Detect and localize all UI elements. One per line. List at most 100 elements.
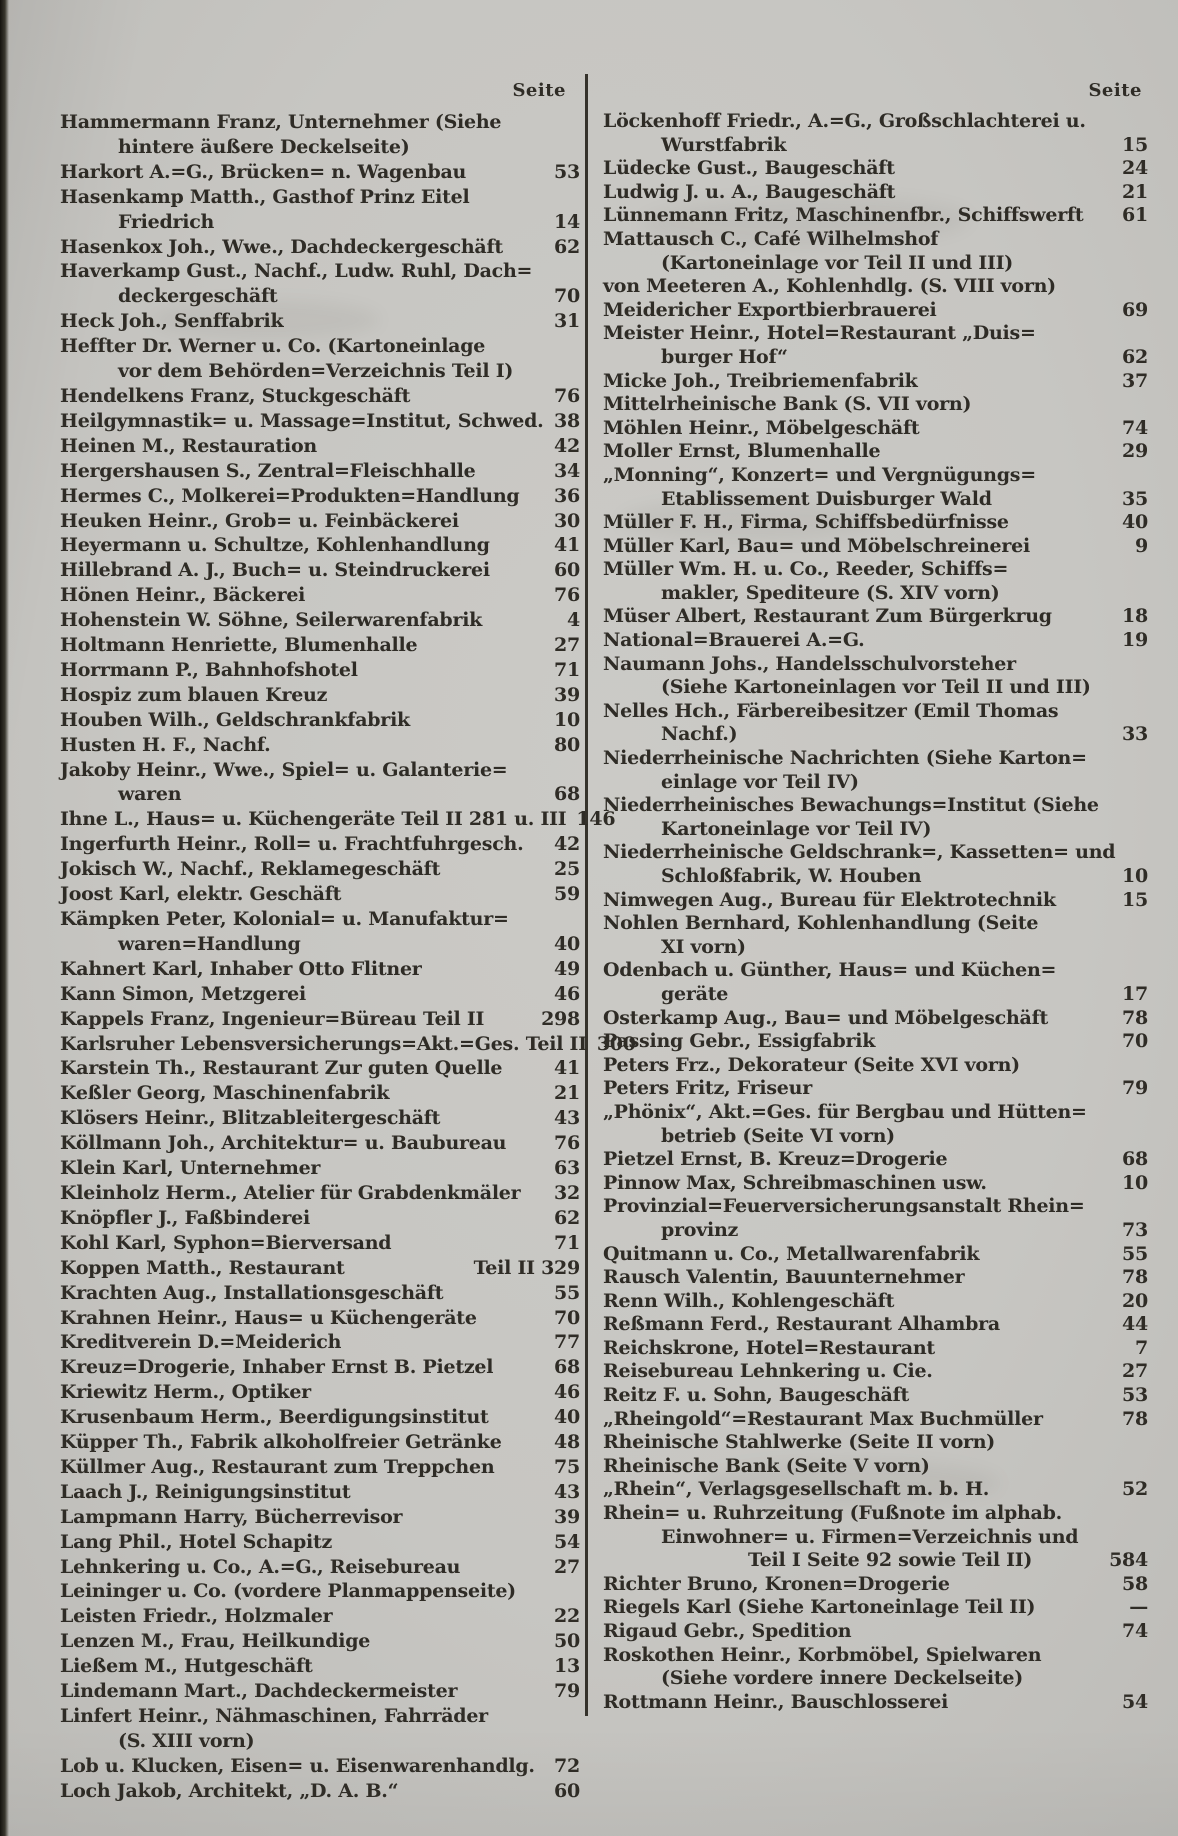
page-number: 27: [554, 634, 580, 657]
entry-text: Heilgymnastik= u. Massage=Institut, Schw…: [60, 409, 544, 432]
index-line: Lob u. Klucken, Eisen= u. Eisenwarenhand…: [60, 1754, 580, 1779]
page-number: 80: [554, 733, 580, 756]
index-line: Ihne L., Haus= u. Küchengeräte Teil II 2…: [60, 807, 616, 832]
page-number: 77: [554, 1331, 580, 1354]
entry-text: Krahnen Heinr., Haus= u Küchengeräte: [60, 1306, 477, 1329]
entry-text: Köllmann Joh., Architektur= u. Baubureau: [60, 1132, 507, 1155]
index-line: Micke Joh., Treibriemenfabrik 37: [603, 370, 1148, 394]
index-line: Meidericher Exportbierbrauerei 69: [603, 299, 1148, 323]
right-seite-header: Seite: [1088, 80, 1142, 101]
index-line: Kleinholz Herm., Atelier für Grabdenkmäl…: [60, 1181, 580, 1206]
entry-text: Hillebrand A. J., Buch= u. Steindruckere…: [60, 559, 490, 582]
entry-text: Husten H. F., Nachf.: [60, 733, 271, 756]
entry-text: Provinzial=Feuerversicherungsanstalt Rhe…: [603, 1195, 1085, 1218]
page-number: 62: [554, 235, 580, 258]
scan-edge-shadow: [0, 0, 9, 1836]
entry-text: betrieb (Seite VI vorn): [661, 1124, 895, 1147]
index-line: Meister Heinr., Hotel=Restaurant „Duis=: [603, 322, 1148, 346]
page-number: —: [1129, 1596, 1148, 1619]
index-line: Schloßfabrik, W. Houben 10: [603, 865, 1148, 889]
page-number: 146: [576, 808, 616, 831]
entry-text: Rheinische Bank (Seite V vorn): [603, 1454, 930, 1477]
entry-text: Küllmer Aug., Restaurant zum Treppchen: [60, 1455, 495, 1478]
entry-text: (S. XIII vorn): [118, 1729, 255, 1752]
index-line: Reichskrone, Hotel=Restaurant 7: [603, 1337, 1148, 1361]
entry-text: deckergeschäft: [118, 285, 278, 308]
entry-text: Rhein= u. Ruhrzeitung (Fußnote im alphab…: [603, 1502, 1063, 1525]
index-line: Kappels Franz, Ingenieur=Büreau Teil II 2…: [60, 1007, 580, 1032]
index-line: Heilgymnastik= u. Massage=Institut, Schw…: [60, 409, 580, 434]
index-line: Etablissement Duisburger Wald 35: [603, 488, 1148, 512]
index-line: „Phönix“, Akt.=Ges. für Bergbau und Hütt…: [603, 1101, 1148, 1125]
left-seite-header: Seite: [512, 80, 566, 101]
page-number: 43: [554, 1480, 580, 1503]
entry-text: Jakoby Heinr., Wwe., Spiel= u. Galanteri…: [60, 758, 508, 781]
page-number: 298: [541, 1007, 580, 1030]
entry-text: Nelles Hch., Färbereibesitzer (Emil Thom…: [603, 699, 1059, 722]
page-number: 19: [1122, 629, 1148, 652]
page-number: 21: [1122, 180, 1148, 203]
ink-showthrough: [620, 500, 880, 542]
page-number: 300: [596, 1032, 636, 1055]
entry-text: Lindemann Mart., Dachdeckermeister: [60, 1680, 458, 1703]
page-number: 62: [1122, 345, 1148, 368]
entry-text: Rigaud Gebr., Spedition: [603, 1620, 852, 1642]
index-line: Möhlen Heinr., Möbelgeschäft 74: [603, 417, 1148, 441]
page-number: 60: [554, 559, 580, 582]
index-line: Kriewitz Herm., Optiker 46: [60, 1380, 580, 1405]
index-line: Kohl Karl, Syphon=Bierversand 71: [60, 1231, 580, 1256]
page-number: 17: [1122, 982, 1148, 1005]
page-number: 74: [1122, 416, 1148, 439]
entry-text: Laach J., Reinigungsinstitut: [60, 1480, 351, 1503]
entry-text: geräte: [661, 982, 729, 1005]
entry-text: Kahnert Karl, Inhaber Otto Flitner: [60, 957, 422, 980]
entry-text: Osterkamp Aug., Bau= und Möbelgeschäft: [603, 1006, 1049, 1029]
index-line: (Siehe vordere innere Deckelseite): [603, 1667, 1148, 1691]
entry-text: Rausch Valentin, Bauunternehmer: [603, 1266, 965, 1289]
index-line: einlage vor Teil IV): [603, 771, 1148, 795]
entry-text: Nachf.): [661, 723, 738, 746]
page-number: 18: [1122, 605, 1148, 628]
page-number: 35: [1122, 487, 1148, 510]
index-line: Krachten Aug., Installationsgeschäft 55: [60, 1281, 580, 1306]
entry-text: Möhlen Heinr., Möbelgeschäft: [603, 416, 920, 439]
page-number: 40: [554, 1406, 580, 1429]
index-line: Klösers Heinr., Blitzableitergeschäft 43: [60, 1106, 580, 1131]
page-number: 27: [1122, 1360, 1148, 1383]
entry-text: Reisebureau Lehnkering u. Cie.: [603, 1360, 933, 1383]
index-line: Jokisch W., Nachf., Reklamegeschäft 25: [60, 857, 580, 882]
entry-text: Meister Heinr., Hotel=Restaurant „Duis=: [603, 322, 1036, 345]
entry-text: Holtmann Henriette, Blumenhalle: [60, 634, 418, 657]
page-number: 49: [554, 957, 580, 980]
page-number: 73: [1122, 1218, 1148, 1241]
page-number: 79: [1122, 1077, 1148, 1100]
page-number: 34: [554, 459, 580, 482]
entry-text: Heffter Dr. Werner u. Co. (Kartoneinlage: [60, 335, 486, 358]
entry-text: provinz: [661, 1218, 739, 1241]
index-line: Loch Jakob, Architekt, „D. A. B.“ 60: [60, 1779, 580, 1804]
page-number: 46: [554, 982, 580, 1005]
index-line: Harkort A.=G., Brücken= n. Wagenbau 53: [60, 160, 580, 185]
entry-text: Hergershausen S., Zentral=Fleischhalle: [60, 459, 476, 482]
index-line: Keßler Georg, Maschinenfabrik 21: [60, 1081, 580, 1106]
index-line: Friedrich 14: [60, 210, 580, 235]
page-number: 24: [1122, 157, 1148, 180]
entry-text: „Monning“, Konzert= und Vergnügungs=: [603, 463, 1036, 486]
index-line: Klein Karl, Unternehmer 63: [60, 1156, 580, 1181]
ink-showthrough: [700, 1460, 1000, 1506]
entry-text: Reßmann Ferd., Restaurant Alhambra: [603, 1313, 1000, 1336]
entry-text: Karstein Th., Restaurant Zur guten Quell…: [60, 1057, 503, 1080]
page-number: 68: [1122, 1148, 1148, 1171]
entry-text: XI vorn): [661, 935, 746, 958]
index-line: Kartoneinlage vor Teil IV): [603, 818, 1148, 842]
entry-text: (Siehe vordere innere Deckelseite): [661, 1667, 1023, 1690]
entry-text: Lenzen M., Frau, Heilkundige: [60, 1630, 371, 1653]
entry-text: „Phönix“, Akt.=Ges. für Bergbau und Hütt…: [603, 1100, 1087, 1123]
page-number: 584: [1109, 1549, 1148, 1572]
page-number: 38: [554, 409, 580, 432]
index-line: Peters Fritz, Friseur 79: [603, 1077, 1148, 1101]
page-number: 70: [554, 285, 580, 308]
index-line: Provinzial=Feuerversicherungsanstalt Rhe…: [603, 1195, 1148, 1219]
index-line: Reitz F. u. Sohn, Baugeschäft 53: [603, 1384, 1148, 1408]
entry-text: Ließem M., Hutgeschäft: [60, 1655, 313, 1678]
